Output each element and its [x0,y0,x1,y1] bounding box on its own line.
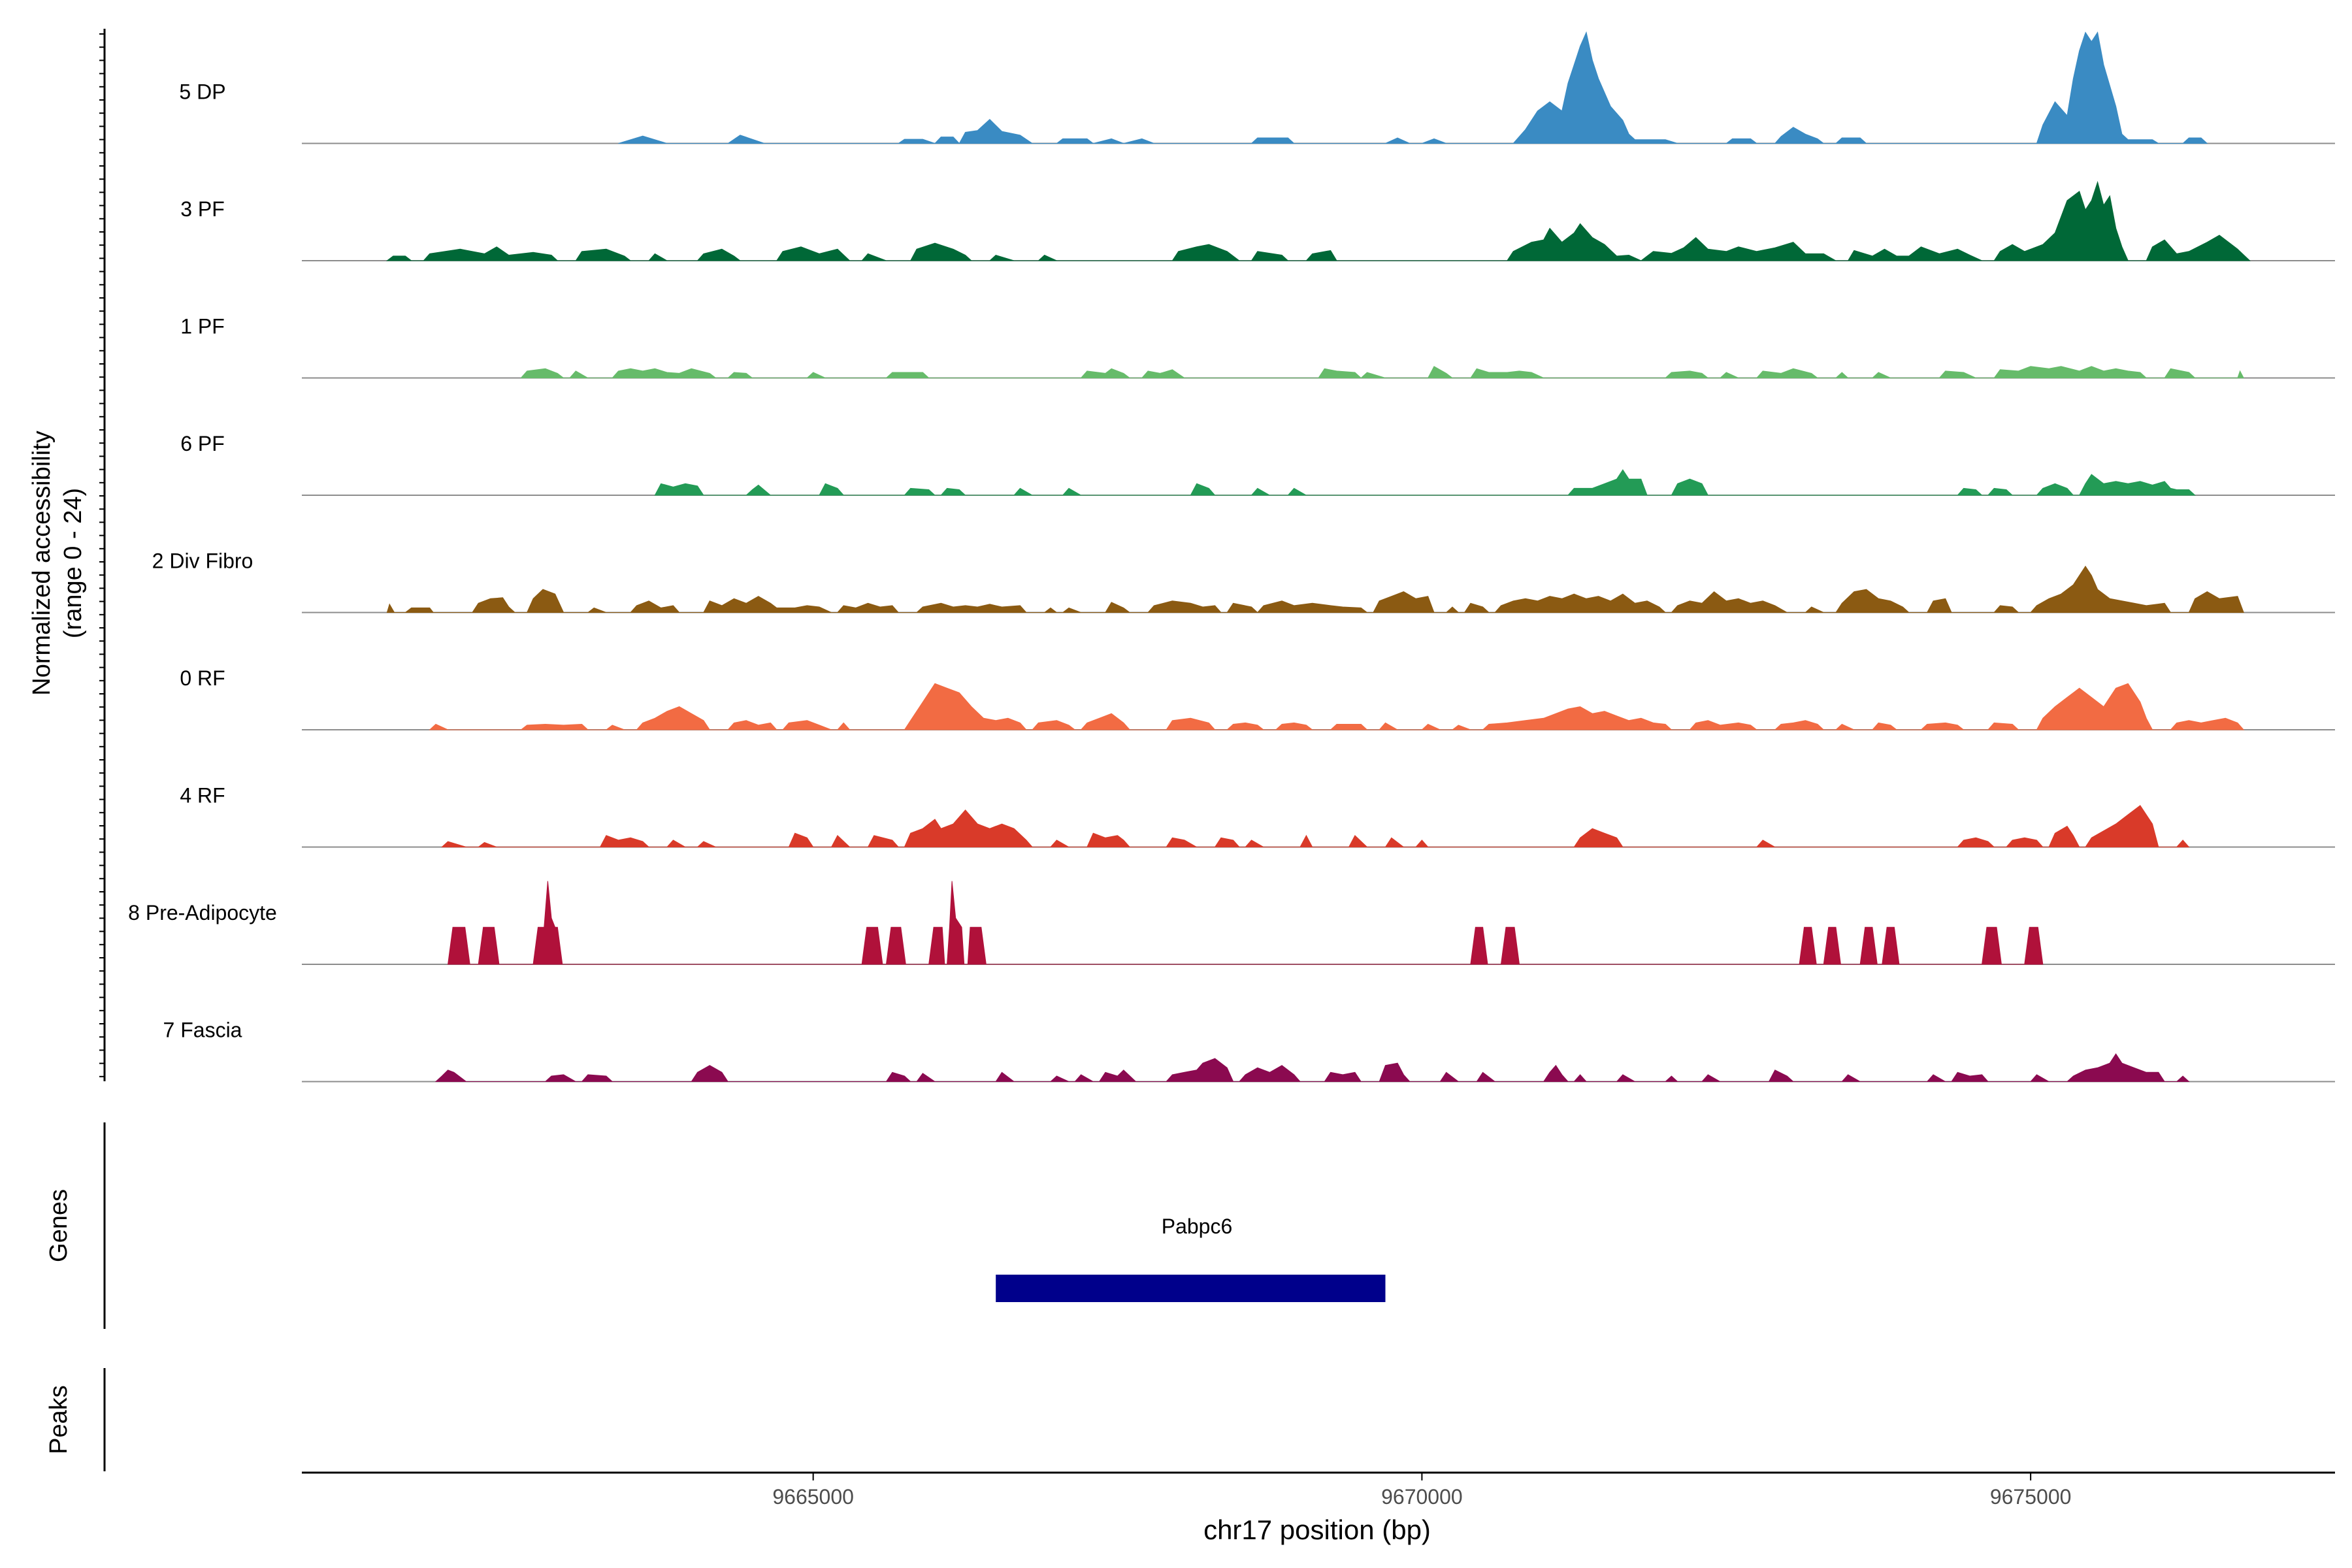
track-8-pre-adipocyte: 8 Pre-Adipocyte [128,881,2335,965]
track-5-dp: 5 DP [179,31,2335,144]
coverage-area [654,469,2196,496]
track-3-pf: 3 PF [180,180,2335,261]
track-label: 5 DP [179,80,225,104]
track-4-rf: 4 RF [180,784,2335,848]
gene-body [996,1275,1386,1302]
coverage-area [434,1053,2190,1082]
x-axis-ticks: 9665000 9670000 9675000 [772,1473,2071,1509]
coverage-area [441,805,2190,847]
x-tick-label: 9665000 [772,1485,854,1509]
y-axis-subtitle: (range 0 - 24) [59,488,87,638]
track-label: 4 RF [180,784,225,808]
track-label: 1 PF [180,315,225,338]
coverage-area [618,31,2208,144]
gene-annotations: Pabpc6 [996,1215,1386,1302]
track-7-fascia: 7 Fascia [163,1019,2335,1083]
coverage-area [429,683,2245,730]
y-axis-ticks [99,33,105,1077]
track-label: 7 Fascia [163,1019,242,1042]
x-tick-label: 9670000 [1381,1485,1463,1509]
coverage-area [386,565,2244,613]
track-6-pf: 6 PF [180,432,2335,496]
track-label: 8 Pre-Adipocyte [128,901,277,924]
coverage-area [385,180,2251,261]
track-label: 6 PF [180,432,225,455]
x-tick-label: 9675000 [1990,1485,2072,1509]
peaks-panel-label: Peaks [45,1385,73,1454]
y-axis-title: Normalized accessibility [28,431,56,695]
coverage-area [448,881,2044,965]
accessibility-tracks: 5 DP 3 PF 1 PF 6 PF 2 Div Fibro 0 RF 4 RF 8 Pre… [128,31,2335,1083]
track-0-rf: 0 RF [180,666,2335,730]
track-label: 0 RF [180,666,225,690]
track-label: 2 Div Fibro [152,549,253,573]
track-label: 3 PF [180,197,225,221]
x-axis-title: chr17 position (bp) [1203,1514,1431,1545]
track-2-div-fibro: 2 Div Fibro [152,549,2335,613]
track-1-pf: 1 PF [180,315,2335,379]
gene-label: Pabpc6 [1162,1215,1233,1238]
genes-panel-label: Genes [45,1189,73,1262]
coverage-area [520,366,2245,379]
